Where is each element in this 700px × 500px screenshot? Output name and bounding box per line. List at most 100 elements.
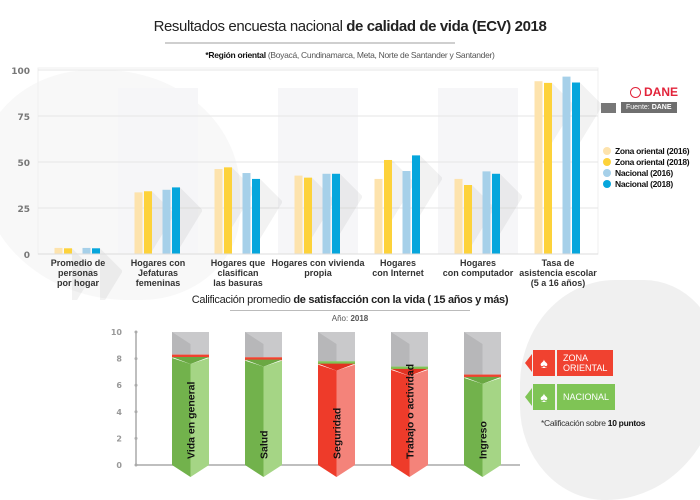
x-category-label: Hogares con (131, 258, 186, 268)
source-badge: Fuente: DANE (601, 102, 677, 113)
bar-nacional-2018--3 (332, 173, 340, 254)
legend-label: ZONA ORIENTAL (557, 350, 614, 376)
bar-nacional-2018--6 (572, 82, 580, 255)
source-label-prefix: Fuente: (626, 104, 652, 111)
bar-remainder-shade (245, 332, 264, 358)
source-label-name: DANE (651, 104, 672, 111)
legend-item: Nacional (2016) (603, 167, 689, 178)
bar-remainder-shade (464, 332, 483, 375)
bar-body-right (336, 364, 355, 477)
bar-shadow (72, 248, 94, 300)
dane-logo: DANE (630, 85, 678, 99)
x-category-label: femeninas (136, 278, 181, 288)
y-tick-dot (134, 383, 138, 387)
bar-body-right (263, 360, 282, 477)
bar-body-right (190, 357, 209, 477)
note-light: *Calificación sobre (541, 418, 608, 428)
bar-shadow (580, 82, 602, 143)
bar-zona-oriental-2018--2 (224, 167, 232, 254)
x-category-label: clasifican (217, 268, 258, 278)
bar-nacional-2016--1 (162, 189, 171, 254)
x-category-label: Hogares (380, 258, 416, 268)
bar-zona-oriental-2018--4 (384, 159, 392, 254)
legend-swatch (603, 168, 611, 177)
y-tick-label: 100 (11, 67, 30, 77)
rating-note: *Calificación sobre 10 puntos (541, 418, 646, 428)
bar-remainder-shade (318, 332, 337, 362)
bar-zona-oriental-2016--6 (534, 81, 543, 254)
x-category-label: con computador (443, 268, 514, 278)
bar-body-top (172, 356, 209, 364)
y-tick-label: 4 (116, 408, 122, 417)
bar-body-left (172, 357, 191, 477)
year-label: Año: 2018 (0, 314, 700, 323)
title-divider (165, 42, 455, 44)
legend-swatch (603, 179, 611, 188)
arrow-left-icon (525, 354, 532, 372)
satisfaction-title-bold: de satisfacción con la vida ( 15 años y … (293, 294, 509, 306)
page-title: Resultados encuesta nacional de calidad … (0, 18, 700, 35)
legend-item: Zona oriental (2018) (603, 156, 690, 167)
legend-swatch (603, 157, 611, 166)
y-tick-label: 8 (116, 355, 122, 364)
bar-shadow (180, 187, 202, 248)
year-prefix: Año: (331, 314, 351, 323)
bar-nacional-2018--1 (172, 187, 180, 254)
region-label: *Región oriental (205, 50, 266, 60)
bar-body-left (464, 377, 483, 477)
image-icon (601, 102, 616, 113)
y-tick-label: 50 (17, 159, 30, 169)
x-category-label: Hogares (460, 258, 496, 268)
bar-cap-nacional (391, 366, 428, 370)
colombia-map-icon: ♠ (533, 384, 555, 410)
bar-shadow (340, 173, 362, 234)
x-category-label: Hogares con vivienda (271, 258, 365, 268)
bar-zona-oriental-2018--1 (144, 191, 152, 254)
bar-cap-zona-oriental (245, 357, 282, 361)
bar-nacional-2016--6 (562, 76, 571, 255)
bar-body-top (464, 376, 501, 384)
legend-item: Nacional (2018) (603, 178, 689, 189)
bar-nacional-2016--3 (322, 173, 331, 254)
satisfaction-divider (230, 310, 470, 311)
bar-zona-oriental-2018--5 (464, 185, 472, 254)
bar-body-left (245, 360, 264, 477)
bar-nacional-2016--5 (482, 171, 491, 254)
legend-label: Zona oriental (2016) (615, 145, 690, 156)
bar-category-label: Salud (259, 430, 271, 459)
x-category-label: las basuras (213, 278, 263, 288)
bar-remainder-shade (172, 332, 191, 355)
x-category-label: por hogar (57, 278, 99, 288)
legend-label: Zona oriental (2018) (615, 156, 690, 167)
legend-label: Nacional (2018) (615, 178, 673, 189)
bar-shadow (420, 155, 442, 216)
bar-zona-oriental-2016--1 (134, 192, 143, 254)
y-tick-label: 6 (116, 381, 122, 390)
legend-item: Zona oriental (2016) (603, 145, 690, 156)
bar-remainder-shade (391, 332, 410, 367)
x-category-label: con Internet (372, 268, 424, 278)
bar-zona-oriental-2016--5 (454, 178, 463, 254)
bar-shadow (500, 173, 522, 234)
bar-cap-zona-oriental (172, 354, 209, 358)
bar-nacional-2018--2 (252, 178, 260, 254)
legend-label: NACIONAL (557, 384, 616, 410)
bar-zona-oriental-2016--4 (374, 178, 383, 254)
bar-cap-zona-oriental (464, 374, 501, 378)
legend-badge-zona-oriental: ♠ ZONA ORIENTAL (525, 350, 614, 376)
year-value: 2018 (350, 314, 369, 323)
bar-nacional-2016--0 (82, 247, 91, 254)
bar-zona-oriental-2018--3 (304, 177, 312, 254)
bar-cap-nacional (318, 361, 355, 365)
x-category-label: Promedio de (51, 258, 106, 268)
bar-category-label: Vida en general (186, 381, 198, 459)
y-tick-dot (134, 463, 138, 467)
bar-body-left (318, 364, 337, 477)
y-tick-dot (134, 357, 138, 361)
y-tick-label: 0 (116, 461, 122, 470)
y-tick-dot (134, 436, 138, 440)
bar-nacional-2018--4 (412, 155, 420, 254)
source-label: Fuente: DANE (621, 102, 677, 113)
bar-category-label: Ingreso (478, 421, 490, 459)
